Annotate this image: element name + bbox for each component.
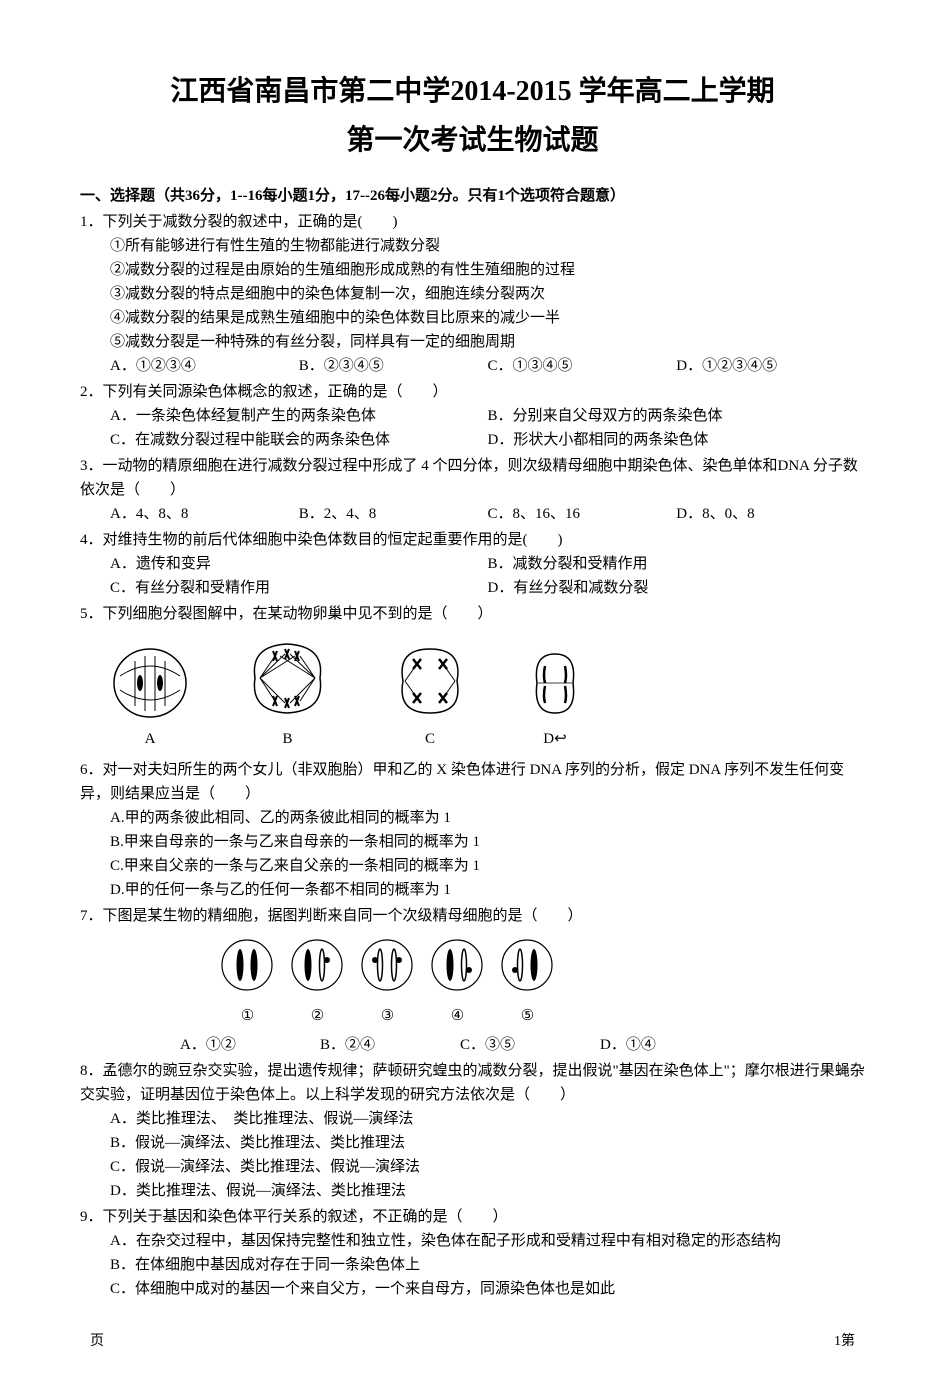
q1-option-c: C．①③④⑤ [488,354,677,378]
q7-label-1: ① [220,1004,275,1028]
sperm-cell-icon [290,938,345,998]
q5-label-b: B [240,727,335,751]
q6-option-c: C.甲来自父亲的一条与乙来自父亲的一条相同的概率为 1 [80,854,865,878]
q2-stem: 2．下列有关同源染色体概念的叙述，正确的是（ ） [80,380,865,404]
q3-option-c: C．8、16、16 [488,502,677,526]
q1-statement-4: ④减数分裂的结果是成熟生殖细胞中的染色体数目比原来的减少一半 [80,306,865,330]
sperm-cell-icon [220,938,275,998]
cell-division-icon [385,641,475,721]
q5-diagram-b: B [240,636,335,751]
q7-diagrams: ① ② ③ [80,928,865,1033]
q7-label-3: ③ [360,1004,415,1028]
question-5: 5．下列细胞分裂图解中，在某动物卵巢中见不到的是（ ） A [80,602,865,756]
q9-option-a: A．在杂交过程中，基因保持完整性和独立性，染色体在配子形成和受精过程中有相对稳定… [80,1229,865,1253]
question-9: 9．下列关于基因和染色体平行关系的叙述，不正确的是（ ） A．在杂交过程中，基因… [80,1205,865,1301]
section-header: 一、选择题（共36分，1--16每小题1分，17--26每小题2分。只有1个选项… [80,184,865,208]
q7-stem: 7．下图是某生物的精细胞，据图判断来自同一个次级精母细胞的是（ ） [80,904,865,928]
q1-option-d: D．①②③④⑤ [676,354,865,378]
cell-division-icon [110,646,190,721]
q7-label-4: ④ [430,1004,485,1028]
q7-label-2: ② [290,1004,345,1028]
q6-option-b: B.甲来自母亲的一条与乙来自母亲的一条相同的概率为 1 [80,830,865,854]
q7-diagram-3: ③ [360,938,415,1028]
q4-option-d: D．有丝分裂和减数分裂 [488,576,866,600]
q3-option-d: D．8、0、8 [676,502,865,526]
page-footer: 页 1第 [80,1331,865,1353]
sperm-cell-icon [500,938,555,998]
q2-option-d: D．形状大小都相同的两条染色体 [488,428,866,452]
q2-option-a: A．一条染色体经复制产生的两条染色体 [110,404,488,428]
q4-option-b: B．减数分裂和受精作用 [488,552,866,576]
q1-statement-2: ②减数分裂的过程是由原始的生殖细胞形成成熟的有性生殖细胞的过程 [80,258,865,282]
q7-option-c: C．③⑤ [460,1033,600,1057]
sperm-cell-icon [360,938,415,998]
q5-label-a: A [110,727,190,751]
q7-option-a: A．①② [180,1033,320,1057]
q1-option-a: A．①②③④ [110,354,299,378]
q7-diagram-5: ⑤ [500,938,555,1028]
footer-left: 页 [90,1331,104,1353]
q6-option-a: A.甲的两条彼此相同、乙的两条彼此相同的概率为 1 [80,806,865,830]
q5-diagram-c: C [385,641,475,751]
q3-option-a: A．4、8、8 [110,502,299,526]
q5-diagrams: A B [80,626,865,756]
q2-option-b: B．分别来自父母双方的两条染色体 [488,404,866,428]
q5-stem: 5．下列细胞分裂图解中，在某动物卵巢中见不到的是（ ） [80,602,865,626]
q5-label-c: C [385,727,475,751]
q1-statement-5: ⑤减数分裂是一种特殊的有丝分裂，同样具有一定的细胞周期 [80,330,865,354]
q6-stem: 6．对一对夫妇所生的两个女儿（非双胞胎）甲和乙的 X 染色体进行 DNA 序列的… [80,758,865,806]
q7-option-d: D．①④ [600,1033,740,1057]
exam-title-line1: 江西省南昌市第二中学2014-2015 学年高二上学期 [80,70,865,115]
q8-stem: 8．孟德尔的豌豆杂交实验，提出遗传规律；萨顿研究蝗虫的减数分裂，提出假说"基因在… [80,1059,865,1107]
question-3: 3．一动物的精原细胞在进行减数分裂过程中形成了 4 个四分体，则次级精母细胞中期… [80,454,865,526]
q7-option-b: B．②④ [320,1033,460,1057]
q1-stem: 1．下列关于减数分裂的叙述中，正确的是( ) [80,210,865,234]
question-6: 6．对一对夫妇所生的两个女儿（非双胞胎）甲和乙的 X 染色体进行 DNA 序列的… [80,758,865,902]
q4-option-c: C．有丝分裂和受精作用 [110,576,488,600]
question-1: 1．下列关于减数分裂的叙述中，正确的是( ) ①所有能够进行有性生殖的生物都能进… [80,210,865,378]
q9-stem: 9．下列关于基因和染色体平行关系的叙述，不正确的是（ ） [80,1205,865,1229]
question-4: 4．对维持生物的前后代体细胞中染色体数目的恒定起重要作用的是( ) A．遗传和变… [80,528,865,600]
q3-option-b: B．2、4、8 [299,502,488,526]
q6-option-d: D.甲的任何一条与乙的任何一条都不相同的概率为 1 [80,878,865,902]
q5-diagram-a: A [110,646,190,751]
cell-division-icon [525,646,585,721]
q9-option-b: B．在体细胞中基因成对存在于同一条染色体上 [80,1253,865,1277]
q8-option-c: C．假说—演绎法、类比推理法、假说—演绎法 [80,1155,865,1179]
q7-diagram-1: ① [220,938,275,1028]
q5-diagram-d: D↩ [525,646,585,751]
q8-option-d: D．类比推理法、假说—演绎法、类比推理法 [80,1179,865,1203]
question-2: 2．下列有关同源染色体概念的叙述，正确的是（ ） A．一条染色体经复制产生的两条… [80,380,865,452]
q1-statement-1: ①所有能够进行有性生殖的生物都能进行减数分裂 [80,234,865,258]
q4-stem: 4．对维持生物的前后代体细胞中染色体数目的恒定起重要作用的是( ) [80,528,865,552]
q2-option-c: C．在减数分裂过程中能联会的两条染色体 [110,428,488,452]
q3-stem: 3．一动物的精原细胞在进行减数分裂过程中形成了 4 个四分体，则次级精母细胞中期… [80,454,865,502]
question-8: 8．孟德尔的豌豆杂交实验，提出遗传规律；萨顿研究蝗虫的减数分裂，提出假说"基因在… [80,1059,865,1203]
sperm-cell-icon [430,938,485,998]
q9-option-c: C．体细胞中成对的基因一个来自父方，一个来自母方，同源染色体也是如此 [80,1277,865,1301]
q7-diagram-2: ② [290,938,345,1028]
q8-option-b: B．假说—演绎法、类比推理法、类比推理法 [80,1131,865,1155]
exam-title-line2: 第一次考试生物试题 [80,119,865,164]
q7-diagram-4: ④ [430,938,485,1028]
q5-label-d: D↩ [525,727,585,751]
cell-division-icon [240,636,335,721]
q7-label-5: ⑤ [500,1004,555,1028]
footer-right: 1第 [834,1331,855,1353]
question-7: 7．下图是某生物的精细胞，据图判断来自同一个次级精母细胞的是（ ） ① ② [80,904,865,1057]
q1-statement-3: ③减数分裂的特点是细胞中的染色体复制一次，细胞连续分裂两次 [80,282,865,306]
q1-option-b: B．②③④⑤ [299,354,488,378]
q8-option-a: A．类比推理法、 类比推理法、假说—演绎法 [80,1107,865,1131]
q4-option-a: A．遗传和变异 [110,552,488,576]
